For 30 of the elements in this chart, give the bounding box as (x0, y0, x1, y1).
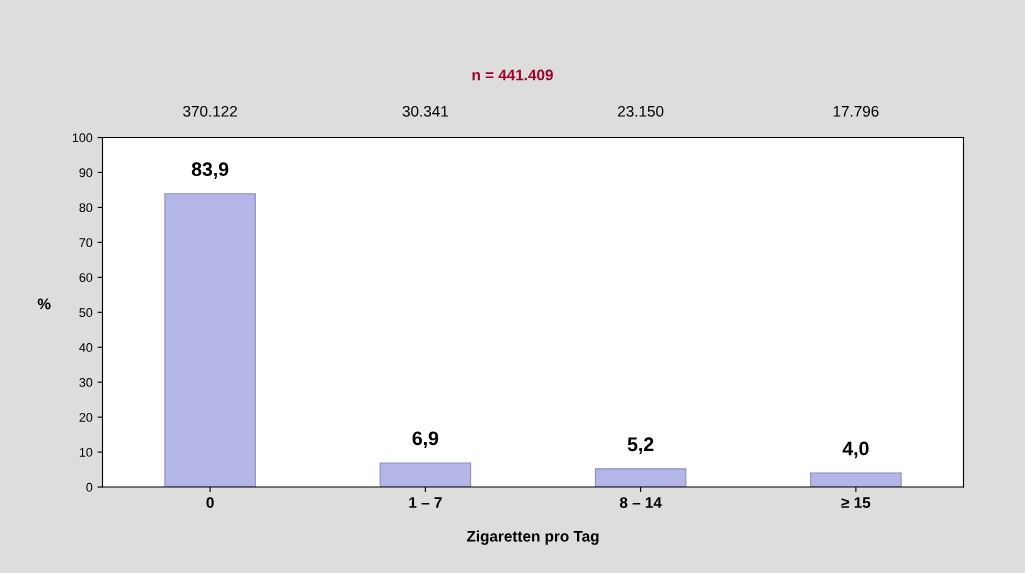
y-tick-label: 40 (79, 343, 93, 352)
text: 23.150 (618, 105, 664, 117)
y-tick-label: 100 (72, 133, 93, 143)
x-tick-label: 1 – 7 (409, 497, 442, 508)
y-axis-title: % (37, 298, 51, 310)
text: 370.122 (183, 105, 237, 117)
y-tick-label: 20 (79, 412, 93, 422)
y-tick-label: 10 (79, 447, 93, 457)
bar (164, 193, 256, 488)
text: 17.796 (833, 105, 879, 117)
y-tick-label: 30 (79, 377, 93, 387)
x-tick-label: 0 (206, 497, 214, 508)
x-tick-label: ≥ 15 (841, 497, 871, 508)
bar (810, 472, 902, 488)
bar (594, 468, 687, 488)
bar (379, 462, 472, 488)
x-axis-title: Zigaretten pro Tag (466, 530, 599, 545)
chart-title: n = 441.409 (472, 69, 553, 81)
data-label: 4,0 (842, 441, 869, 459)
y-tick-label: 60 (79, 273, 93, 282)
data-label: 6,9 (412, 431, 439, 449)
y-tick-label: 90 (79, 168, 93, 178)
data-label: 5,2 (627, 437, 654, 454)
text: 30.341 (402, 105, 448, 117)
x-tick-label: 8 – 14 (619, 497, 662, 508)
y-tick-label: 80 (79, 203, 93, 213)
y-tick-label: 50 (79, 308, 93, 317)
y-tick-label: 0 (86, 482, 93, 492)
data-label: 83,9 (191, 162, 229, 179)
y-tick-label: 70 (79, 238, 93, 248)
